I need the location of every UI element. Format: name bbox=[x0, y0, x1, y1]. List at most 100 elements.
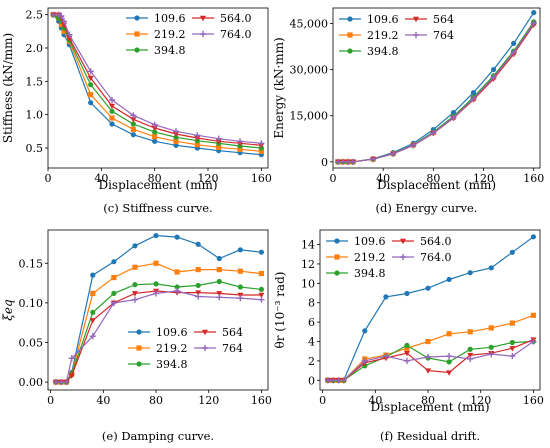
data-point bbox=[109, 115, 115, 121]
data-point bbox=[87, 75, 94, 82]
data-point bbox=[152, 138, 158, 144]
data-point bbox=[488, 265, 494, 271]
data-point bbox=[390, 150, 397, 157]
data-point bbox=[174, 269, 180, 275]
data-point bbox=[403, 350, 410, 357]
y-axis-label: Energy (kN·mm) bbox=[272, 37, 286, 138]
x-tick-label: 160 bbox=[251, 394, 272, 407]
legend-swatch-109.6 bbox=[326, 238, 348, 244]
panel-caption: (c) Stiffness curve. bbox=[103, 201, 212, 215]
x-tick-label: 120 bbox=[473, 172, 494, 185]
data-point bbox=[382, 352, 389, 360]
series-line bbox=[327, 340, 534, 381]
legend: 109.6 219.2 394.8 564 764 bbox=[128, 326, 243, 371]
y-tick-label: 0.00 bbox=[19, 376, 44, 389]
legend-swatch-219.2 bbox=[126, 31, 148, 37]
data-point bbox=[470, 95, 477, 102]
data-point bbox=[467, 355, 474, 363]
legend-label: 394.8 bbox=[156, 358, 188, 371]
data-point bbox=[216, 278, 222, 285]
data-point bbox=[216, 267, 222, 273]
data-point bbox=[151, 125, 158, 132]
data-point bbox=[130, 112, 137, 119]
data-point bbox=[530, 312, 537, 318]
x-tick-label: 0 bbox=[47, 394, 54, 407]
data-point bbox=[446, 276, 452, 283]
x-tick-label: 120 bbox=[198, 172, 219, 185]
legend-label: 564.0 bbox=[420, 235, 452, 248]
data-point bbox=[404, 342, 410, 348]
data-point bbox=[446, 331, 452, 337]
data-point bbox=[340, 377, 347, 384]
legend-swatch-564.0 bbox=[392, 238, 414, 245]
data-point bbox=[424, 353, 432, 361]
data-point bbox=[216, 144, 222, 150]
y-tick-label: 0.15 bbox=[19, 257, 44, 270]
data-point bbox=[194, 135, 201, 142]
data-point bbox=[87, 68, 94, 75]
data-point bbox=[450, 114, 457, 121]
legend-swatch-219.2 bbox=[128, 345, 150, 351]
legend-swatch-564.0 bbox=[192, 15, 214, 22]
y-tick-label: 30,000 bbox=[290, 64, 329, 77]
series-564 bbox=[335, 22, 537, 166]
series-764.0 bbox=[50, 11, 265, 147]
legend-label: 219.2 bbox=[354, 251, 386, 264]
data-point bbox=[216, 291, 223, 297]
legend-label: 564.0 bbox=[220, 12, 252, 25]
plot-area-frame bbox=[47, 7, 269, 169]
x-tick-label: 80 bbox=[421, 394, 435, 407]
legend-label: 394.8 bbox=[367, 45, 399, 58]
data-point bbox=[510, 49, 517, 56]
data-point bbox=[195, 267, 201, 273]
x-tick-label: 80 bbox=[426, 172, 440, 185]
data-point bbox=[258, 286, 265, 293]
data-point bbox=[335, 377, 342, 384]
data-point bbox=[488, 344, 494, 350]
data-point bbox=[174, 284, 180, 290]
legend-swatch-109.6 bbox=[128, 329, 150, 335]
x-axis-label: Displacement (mm) bbox=[370, 400, 489, 414]
x-tick-label: 0 bbox=[330, 172, 337, 185]
legend: 109.6 219.2 394.8 564.0 764.0 bbox=[126, 12, 252, 57]
plot-area-frame bbox=[319, 229, 541, 391]
legend-label: 564 bbox=[433, 13, 454, 26]
chart-panel-stiffness: 0 40 80 120 160 0.5 1.0 1.5 2.0 2.5 Displacement (… bbox=[1, 7, 272, 215]
data-point bbox=[425, 368, 432, 374]
data-point bbox=[258, 296, 265, 303]
data-point bbox=[450, 110, 457, 116]
legend-label: 394.8 bbox=[354, 267, 386, 280]
y-tick-label: 0.5 bbox=[26, 142, 44, 155]
data-point bbox=[237, 284, 243, 290]
series-764 bbox=[52, 287, 265, 386]
data-point bbox=[173, 142, 179, 148]
legend-swatch-764.0 bbox=[192, 30, 214, 38]
legend-swatch-394.8 bbox=[126, 47, 148, 53]
y-tick-label: 4 bbox=[308, 336, 315, 349]
x-tick-label: 120 bbox=[198, 394, 219, 407]
data-point bbox=[383, 294, 389, 300]
data-point bbox=[361, 357, 368, 365]
data-point bbox=[68, 373, 75, 379]
data-point bbox=[52, 378, 60, 386]
legend-swatch-764 bbox=[405, 31, 427, 39]
data-point bbox=[258, 249, 265, 255]
data-point bbox=[132, 243, 138, 249]
y-tick-label: 14 bbox=[301, 239, 315, 252]
legend-swatch-394.8 bbox=[128, 361, 150, 367]
legend-swatch-564 bbox=[405, 16, 427, 23]
data-point bbox=[488, 351, 495, 358]
data-point bbox=[404, 290, 410, 297]
legend-label: 564 bbox=[222, 326, 243, 339]
legend-label: 764 bbox=[222, 342, 243, 355]
data-point bbox=[490, 66, 497, 73]
data-point bbox=[109, 108, 115, 114]
chart-panel-drift: 0 40 80 120 160 0 2 4 6 8 10 12 14 Displacement (mm) θ… bbox=[273, 229, 544, 443]
y-tick-label: 2.5 bbox=[26, 9, 44, 22]
y-tick-label: 0.10 bbox=[19, 297, 44, 310]
y-tick-label: 10 bbox=[301, 277, 315, 290]
data-point bbox=[173, 134, 179, 140]
data-point bbox=[63, 378, 70, 386]
x-axis-label: Displacement (mm) bbox=[377, 178, 496, 192]
y-axis-label: θr (10⁻³ rad) bbox=[273, 272, 287, 349]
